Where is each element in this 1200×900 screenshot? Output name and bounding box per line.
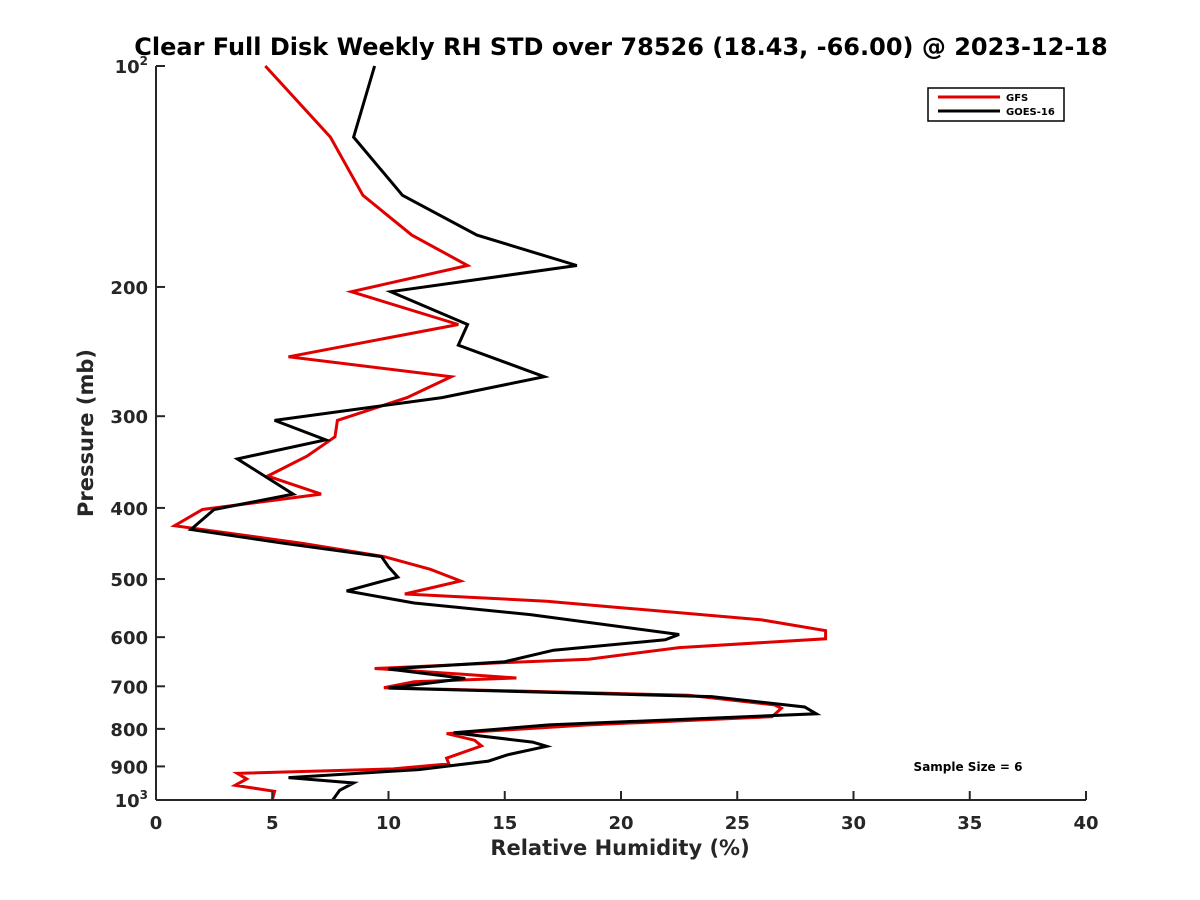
legend-entry: GOES-16	[1006, 107, 1055, 118]
y-tick-label: 900	[110, 757, 148, 778]
y-tick-label: 300	[110, 407, 148, 428]
sample-size-annotation: Sample Size = 6	[914, 760, 1023, 774]
x-tick-label: 20	[608, 813, 633, 834]
y-tick-label: 400	[110, 499, 148, 520]
x-tick-label: 10	[376, 813, 401, 834]
legend-entry: GFS	[1006, 93, 1028, 104]
x-tick-label: 25	[725, 813, 750, 834]
x-axis-label: Relative Humidity (%)	[490, 836, 749, 860]
y-tick-label: 700	[110, 677, 148, 698]
x-tick-label: 5	[266, 813, 279, 834]
chart-title: Clear Full Disk Weekly RH STD over 78526…	[134, 33, 1107, 61]
y-tick-label: 102	[115, 54, 148, 78]
y-axis-ticks: 102 200 300 400 500 600 700 800 900 103	[110, 54, 165, 812]
y-tick-label: 500	[110, 570, 148, 591]
x-tick-label: 15	[492, 813, 517, 834]
y-tick-label: 103	[115, 788, 148, 812]
y-axis-label: Pressure (mb)	[74, 349, 98, 517]
series-line-goes-16	[187, 65, 822, 801]
x-tick-label: 0	[150, 813, 163, 834]
series-line-gfs	[170, 64, 828, 801]
x-tick-label: 30	[841, 813, 866, 834]
y-tick-label: 200	[110, 278, 148, 299]
x-axis-ticks: 0 5 10 15 20 25 30 35 40	[150, 791, 1099, 834]
x-tick-label: 40	[1073, 813, 1098, 834]
y-tick-label: 800	[110, 720, 148, 741]
y-tick-label: 600	[110, 628, 148, 649]
series-layer	[170, 64, 828, 801]
legend-box	[927, 87, 1065, 122]
x-tick-label: 35	[957, 813, 982, 834]
legend: GFS GOES-16	[927, 87, 1065, 122]
